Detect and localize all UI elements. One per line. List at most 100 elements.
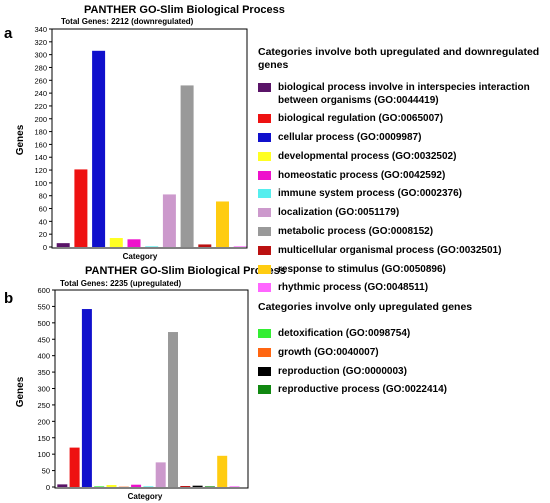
legend-label: biological process involve in interspeci… — [278, 82, 530, 106]
y-tick-label: 150 — [37, 434, 50, 443]
bar — [69, 447, 80, 487]
legend-label: metabolic process (GO:0008152) — [278, 226, 434, 238]
y-tick-label: 300 — [34, 51, 47, 60]
y-tick-label: 0 — [43, 243, 47, 252]
y-tick-label: 60 — [39, 205, 47, 214]
y-tick-label: 120 — [34, 166, 47, 175]
y-tick-label: 300 — [37, 385, 50, 394]
y-tick-label: 160 — [34, 140, 47, 149]
legend-item: multicellular organismal process (GO:003… — [258, 245, 548, 258]
y-tick-label: 180 — [34, 128, 47, 137]
legend-swatch — [258, 347, 271, 357]
legend-item: rhythmic process (GO:0048511) — [258, 282, 548, 295]
bar — [168, 332, 178, 487]
y-tick-label: 340 — [34, 25, 47, 34]
bar — [217, 455, 228, 487]
y-tick-label: 200 — [34, 115, 47, 124]
legend-item: developmental process (GO:0032502) — [258, 151, 548, 164]
legend-item: homeostatic process (GO:0042592) — [258, 170, 548, 183]
legend-label: biological regulation (GO:0065007) — [278, 113, 444, 125]
y-tick-label: 550 — [37, 302, 50, 311]
chart-a-subtitle: Total Genes: 2212 (downregulated) — [61, 17, 194, 26]
legend-swatch — [258, 227, 271, 237]
legend-swatch — [258, 264, 271, 274]
chart-b: PANTHER GO-Slim Biological Process Total… — [15, 265, 286, 501]
legend-item: reproduction (GO:0000003) — [258, 366, 548, 379]
legend-item: reproductive process (GO:0022414) — [258, 384, 548, 397]
legend-swatch — [258, 170, 271, 180]
legend-item: biological process involve in interspeci… — [258, 82, 548, 107]
y-tick-label: 600 — [37, 286, 50, 295]
chart-a-y-ticks: 0 20 40 60 80 100 120 140 160 180 200 220 240 260 280 3… — [34, 25, 52, 252]
y-tick-label: 450 — [37, 335, 50, 344]
legend-item: cellular process (GO:0009987) — [258, 132, 548, 145]
chart-a-title: PANTHER GO-Slim Biological Process — [84, 4, 285, 16]
bar — [216, 201, 229, 247]
legend-swatch — [258, 385, 271, 395]
legend-swatch — [258, 133, 271, 143]
chart-b-y-ticks: 0 50 100 150 200 250 300 350 400 450 500 550 600 — [37, 286, 55, 492]
legend-item: metabolic process (GO:0008152) — [258, 226, 548, 239]
chart-b-subtitle: Total Genes: 2235 (upregulated) — [60, 279, 182, 288]
y-tick-label: 0 — [46, 483, 50, 492]
y-tick-label: 20 — [39, 230, 47, 239]
chart-a-frame — [51, 28, 248, 249]
legend-b: Categories involve only upregulated gene… — [258, 301, 548, 403]
legend-item: detoxification (GO:0098754) — [258, 328, 548, 341]
legend-item: biological regulation (GO:0065007) — [258, 113, 548, 126]
chart-a-xlabel: Category — [123, 252, 158, 261]
legend-swatch — [258, 189, 271, 199]
legend-swatch — [258, 208, 271, 218]
bar — [180, 85, 194, 248]
bar — [155, 462, 166, 487]
legend-label: response to stimulus (GO:0050896) — [278, 263, 446, 275]
bar — [162, 194, 176, 247]
legend-label: localization (GO:0051179) — [278, 207, 400, 219]
legend-label: reproduction (GO:0000003) — [278, 365, 407, 377]
panel-label-a: a — [4, 25, 13, 42]
legend-item: localization (GO:0051179) — [258, 207, 548, 220]
y-tick-label: 350 — [37, 368, 50, 377]
y-tick-label: 100 — [34, 179, 47, 188]
chart-a: PANTHER GO-Slim Biological Process Total… — [15, 4, 285, 261]
bar — [127, 239, 141, 247]
legend-swatch — [258, 283, 271, 293]
legend-item: growth (GO:0040007) — [258, 347, 548, 360]
legend-swatch — [258, 366, 271, 376]
bar — [131, 484, 142, 487]
y-tick-label: 140 — [34, 153, 47, 162]
bar — [81, 309, 92, 487]
y-tick-label: 80 — [39, 192, 47, 201]
legend-a-title: Categories involve both upregulated and … — [258, 46, 540, 71]
bar — [109, 238, 123, 247]
y-tick-label: 220 — [34, 102, 47, 111]
bar — [229, 486, 240, 487]
chart-b-xlabel: Category — [128, 492, 163, 501]
panel-label-b: b — [4, 290, 13, 307]
legend-label: homeostatic process (GO:0042592) — [278, 169, 446, 181]
chart-b-ylabel: Genes — [15, 376, 26, 407]
bar — [57, 484, 68, 487]
bar — [233, 246, 247, 247]
legend-swatch — [258, 329, 271, 338]
legend-label: cellular process (GO:0009987) — [278, 132, 422, 144]
bar — [94, 486, 105, 487]
y-tick-label: 260 — [34, 76, 47, 85]
legend-label: developmental process (GO:0032502) — [278, 150, 457, 162]
y-tick-label: 500 — [37, 319, 50, 328]
legend-label: rhythmic process (GO:0048511) — [278, 282, 429, 294]
chart-b-bars — [57, 309, 240, 487]
bar — [92, 50, 106, 247]
y-tick-label: 50 — [42, 467, 50, 476]
bar — [145, 246, 159, 247]
bar — [143, 486, 154, 487]
y-tick-label: 200 — [37, 417, 50, 426]
chart-b-frame — [54, 289, 249, 489]
legend-item: response to stimulus (GO:0050896) — [258, 264, 548, 277]
y-tick-label: 320 — [34, 38, 47, 47]
legend-a-items: biological process involve in interspeci… — [258, 82, 548, 295]
bar — [106, 485, 117, 487]
legend-swatch — [258, 114, 271, 124]
legend-swatch — [258, 83, 271, 92]
legend-label: multicellular organismal process (GO:003… — [278, 244, 502, 256]
